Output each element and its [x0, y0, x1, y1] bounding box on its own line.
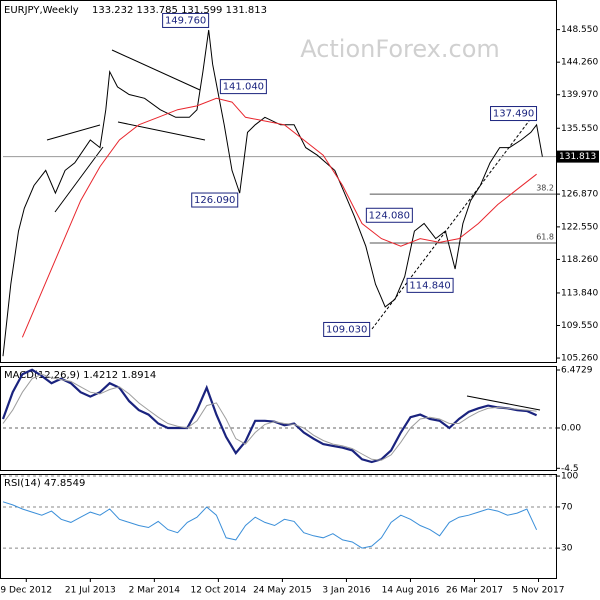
y-tick-label: 122.550 — [561, 222, 598, 232]
y-tick-label: 135.550 — [561, 124, 598, 134]
trend-dashed — [371, 112, 536, 330]
y-tick-label: 30 — [561, 544, 573, 554]
x-tick-label: 2 Mar 2014 — [129, 586, 181, 596]
macd-trend — [466, 395, 541, 411]
annotation-box — [323, 321, 371, 337]
rsi-title: RSI(14) 47.8549 — [4, 478, 85, 489]
flag-upper — [111, 49, 201, 91]
annotation-label: 126.090 — [194, 195, 235, 206]
macd-title: MACD(12,26,9) 1.4212 1.8914 — [4, 370, 156, 381]
annotation-box — [490, 106, 538, 122]
annotation-box — [365, 207, 413, 223]
rsi-panel — [0, 474, 557, 579]
x-tick-label: 9 Dec 2012 — [0, 586, 52, 596]
y-tick-label: 70 — [561, 502, 573, 512]
last-price-label: 131.813 — [559, 152, 596, 162]
annotation-label: 137.490 — [493, 109, 534, 120]
last-price-box — [556, 150, 599, 163]
annotation-label: 114.840 — [409, 280, 450, 291]
annotation-label: 141.040 — [223, 82, 264, 93]
series-line — [1, 368, 538, 464]
annotation-box — [162, 12, 210, 28]
x-tick-label: 5 Nov 2017 — [513, 586, 565, 596]
x-tick-label: 12 Oct 2014 — [191, 586, 247, 596]
fib-label: 61.8 — [536, 232, 554, 241]
chart-subtitle: 133.232 133.785 131.599 131.813 — [92, 5, 267, 16]
annotation-box — [191, 192, 239, 208]
series-line — [2, 373, 537, 461]
y-tick-label: 144.260 — [561, 58, 598, 68]
series-line — [21, 97, 537, 338]
price-panel — [0, 0, 557, 363]
annotation-label: 109.030 — [326, 324, 367, 335]
x-tick-label: 21 Jul 2013 — [65, 586, 116, 596]
y-tick-label: 113.840 — [561, 288, 598, 298]
y-tick-label: 148.550 — [561, 25, 598, 35]
y-tick-label: -4.5 — [561, 464, 579, 474]
annotation-box — [406, 277, 454, 293]
triangle-lower — [54, 146, 104, 213]
flag-lower — [117, 121, 206, 141]
annotation-label: 124.080 — [369, 210, 410, 221]
series-line — [2, 501, 538, 549]
trend-lines — [46, 49, 541, 411]
macd-panel — [0, 366, 557, 471]
x-tick-label: 26 Mar 2017 — [446, 586, 503, 596]
y-tick-label: 139.970 — [561, 90, 598, 100]
y-tick-label: 0.00 — [561, 423, 581, 433]
x-tick-label: 3 Jan 2016 — [322, 586, 370, 596]
x-tick-label: 24 May 2015 — [253, 586, 312, 596]
fib-label: 38.2 — [536, 184, 554, 193]
y-tick-label: 109.550 — [561, 321, 598, 331]
y-tick-label: 100 — [561, 472, 578, 482]
y-tick-label: 126.870 — [561, 190, 598, 200]
annotation-box — [219, 79, 267, 95]
y-tick-label: 6.4729 — [561, 366, 593, 376]
chart-title: EURJPY,Weekly — [4, 5, 79, 16]
annotation-label: 149.760 — [165, 15, 206, 26]
y-tick-label: 105.260 — [561, 354, 598, 364]
watermark: ActionForex.com — [300, 35, 500, 63]
series-line — [2, 29, 543, 357]
triangle-upper — [46, 124, 101, 141]
x-tick-label: 14 Aug 2016 — [382, 586, 440, 596]
y-tick-label: 118.260 — [561, 255, 598, 265]
